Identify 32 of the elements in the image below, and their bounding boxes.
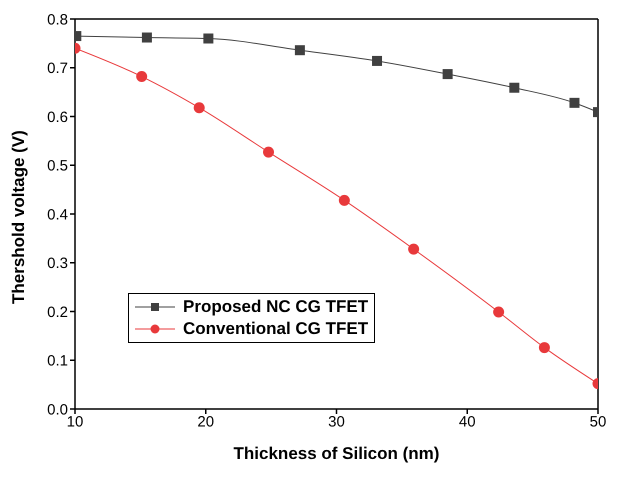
point [569,98,580,108]
legend-label: Proposed NC CG TFET [183,296,368,318]
point [203,34,214,44]
x-tick-label: 30 [328,414,345,431]
y-tick-label: 0.7 [47,60,68,78]
x-tick-label: 20 [197,414,214,431]
point [338,194,350,206]
y-tick-label: 0.0 [47,401,68,418]
x-tick-label: 40 [458,414,476,431]
point [408,244,420,255]
x-tick-label: 50 [590,414,606,431]
point [263,146,274,158]
point [493,306,504,318]
y-tick-label: 0.3 [47,255,68,272]
x-axis-title: Thickness of Silicon (nm) [234,444,440,463]
y-axis-title: Thershold voltage (V) [9,130,28,304]
point [442,69,453,80]
point [538,342,550,354]
legend-label: Conventional CG TFET [183,318,368,340]
point [294,45,305,56]
x-tick-label: 10 [66,414,84,431]
point [509,82,520,93]
y-tick-label: 0.8 [47,11,68,28]
y-tick-label: 0.2 [47,304,68,321]
y-tick-label: 0.6 [47,108,68,126]
point [142,32,152,43]
y-tick-label: 0.1 [47,352,68,370]
y-tick-label: 0.4 [47,206,68,224]
y-tick-label: 0.5 [47,158,68,175]
point [372,56,382,66]
point [194,102,205,114]
point [136,71,148,82]
